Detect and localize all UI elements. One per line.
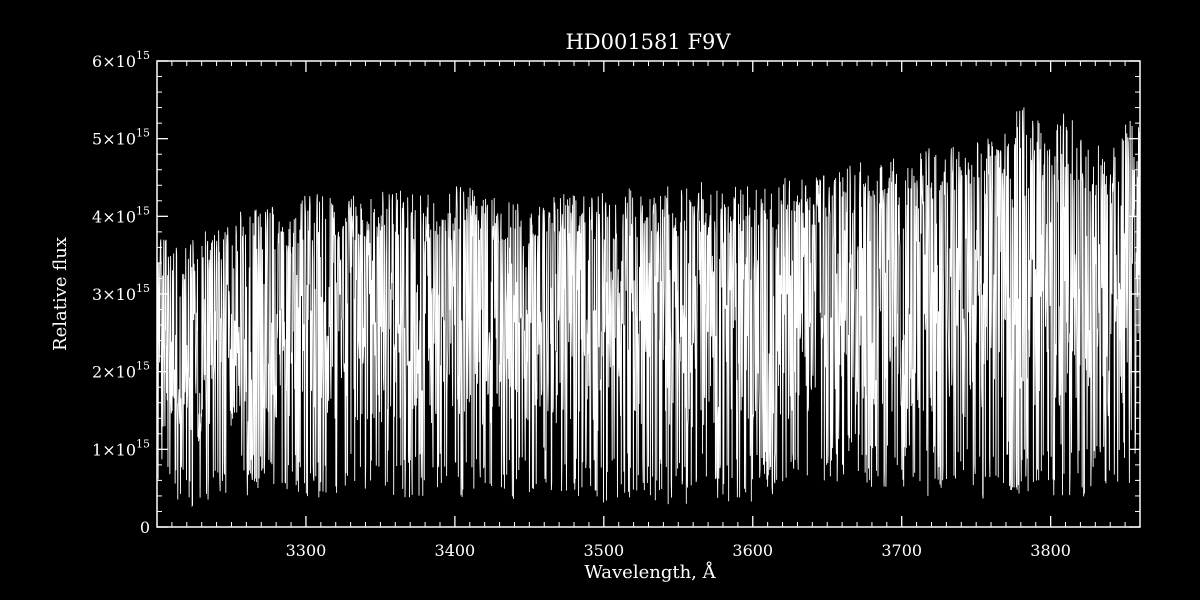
x-tick-labels: 3300 3400 3500 3600 3700 3800	[286, 541, 1071, 560]
plot-frame	[156, 60, 1141, 528]
x-tick-label: 3700	[881, 541, 922, 560]
x-tick-label: 3500	[583, 541, 624, 560]
y-tick-exponent: 15	[136, 282, 150, 295]
y-tick-exponent: 15	[136, 437, 150, 450]
y-tick-exponent: 15	[136, 49, 150, 62]
y-tick-label: 2×1015	[92, 360, 150, 382]
y-tick-exponent: 15	[136, 204, 150, 217]
y-tick-label: 0	[140, 518, 150, 537]
y-tick-label: 5×1015	[92, 127, 150, 149]
y-tick-labels: 0 1×1015 2×1015 3×1015 4×1015 5×1015 6×1015	[92, 49, 150, 537]
x-axis-label: Wavelength, Å	[584, 561, 716, 583]
y-tick-label: 3×1015	[92, 282, 150, 304]
x-tick-label: 3800	[1030, 541, 1071, 560]
spectrum-series	[156, 107, 1141, 508]
y-tick-exponent: 15	[136, 360, 150, 373]
x-tick-label: 3600	[732, 541, 773, 560]
x-tick-label: 3300	[286, 541, 327, 560]
x-tick-label: 3400	[435, 541, 476, 560]
y-tick-label: 1×1015	[92, 437, 150, 459]
chart-title: HD001581 F9V	[565, 30, 731, 54]
y-tick-label: 4×1015	[92, 204, 150, 226]
y-axis-label: Relative flux	[50, 237, 71, 351]
spectrum-line	[156, 107, 1141, 508]
y-tick-label: 6×1015	[92, 49, 150, 71]
y-tick-exponent: 15	[136, 127, 150, 140]
